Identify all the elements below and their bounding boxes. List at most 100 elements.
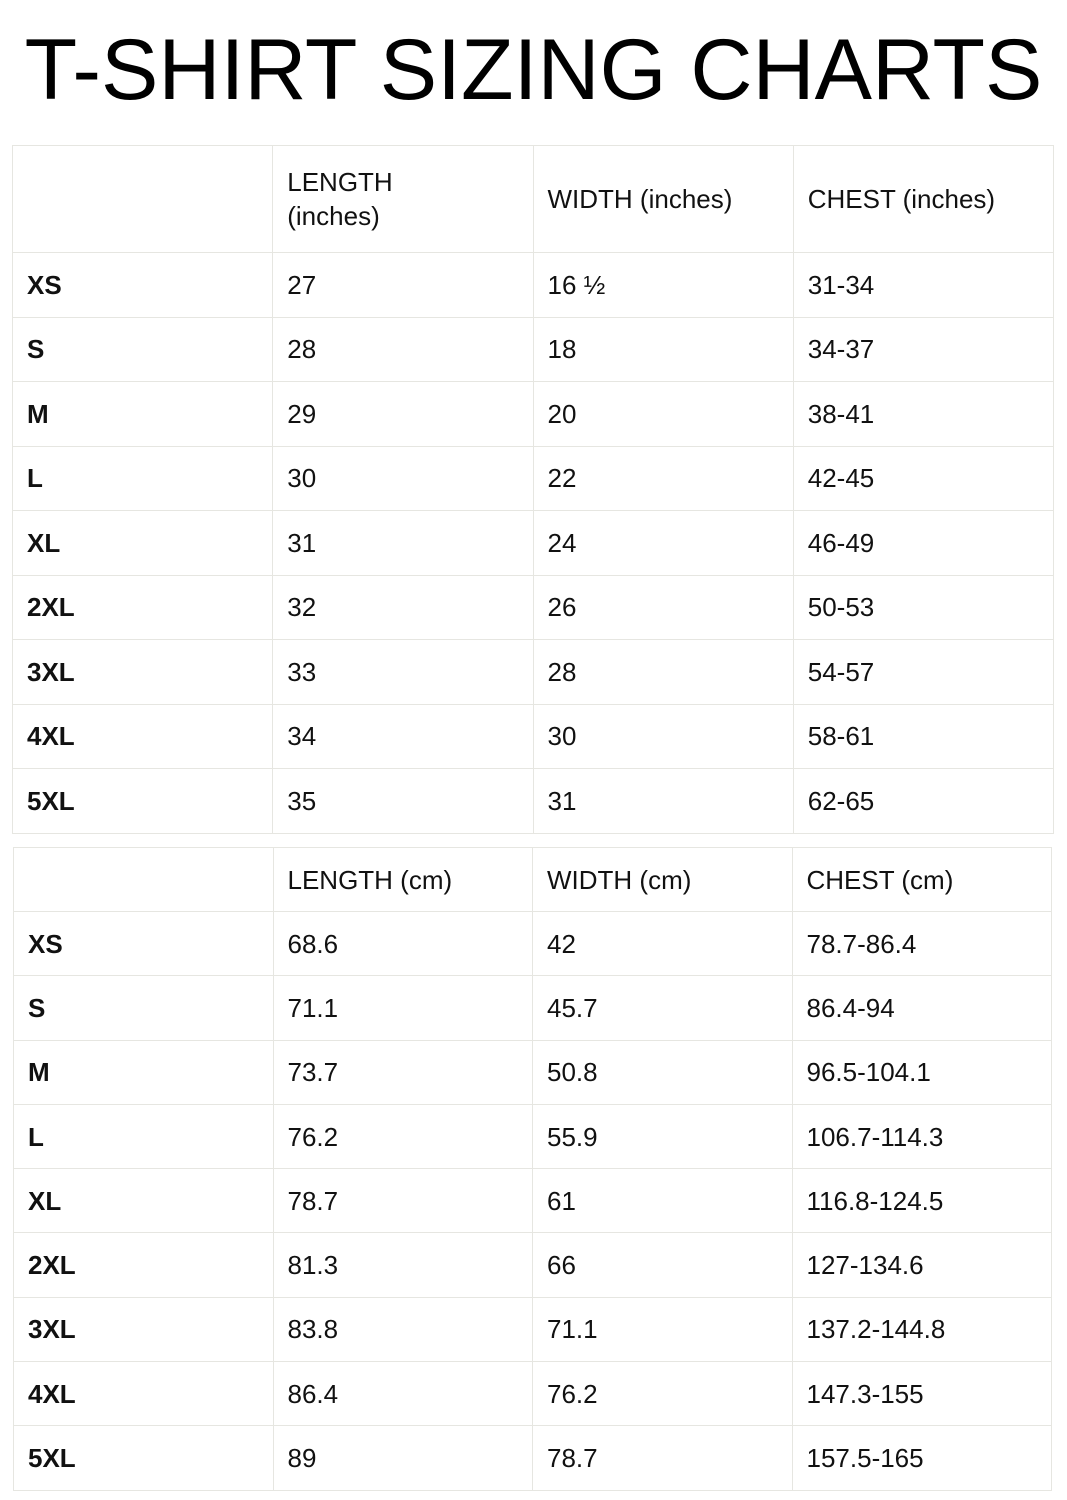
- table-cell: 71.1: [272, 975, 533, 1041]
- table-cell: 26: [532, 574, 794, 640]
- table-cell: 78.7: [532, 1425, 793, 1491]
- table-cell: 30: [272, 445, 534, 511]
- table-cell: 28: [272, 316, 534, 382]
- table-cell: 55.9: [532, 1103, 793, 1170]
- table-cell: 28: [532, 639, 794, 705]
- table-cell: 42: [532, 910, 793, 977]
- table-row: S 71.1 45.7 86.4-94: [13, 975, 1052, 1041]
- size-label: 3XL: [13, 1296, 274, 1363]
- table-cell: 73.7: [272, 1039, 533, 1105]
- table-cell: 31: [532, 768, 794, 834]
- size-label: L: [11, 445, 274, 511]
- table-row: XL 31 24 46-49: [11, 510, 1055, 576]
- table-cell: 116.8-124.5: [791, 1168, 1052, 1234]
- column-header: [11, 145, 274, 253]
- table-cell: 127-134.6: [791, 1232, 1052, 1298]
- table-cell: 31-34: [792, 252, 1055, 318]
- table-row: 2XL 32 26 50-53: [11, 574, 1055, 640]
- size-label: 5XL: [11, 768, 274, 834]
- table-cell: 20: [532, 381, 794, 447]
- table-cell: 38-41: [792, 381, 1055, 447]
- table-cell: 86.4: [272, 1361, 533, 1427]
- size-label: S: [11, 316, 274, 382]
- table-cell: 96.5-104.1: [791, 1039, 1052, 1105]
- table-cell: 86.4-94: [791, 975, 1052, 1041]
- table-cell: 50.8: [532, 1039, 793, 1105]
- size-label: XS: [13, 910, 274, 977]
- table-row: M 29 20 38-41: [11, 381, 1055, 447]
- table-cell: 34: [272, 703, 534, 769]
- table-row: 4XL 86.4 76.2 147.3-155: [13, 1361, 1052, 1427]
- table-row: L 30 22 42-45: [11, 445, 1055, 511]
- table-cell: 78.7: [272, 1168, 533, 1234]
- table-cell: 147.3-155: [791, 1361, 1052, 1427]
- size-label: M: [13, 1039, 274, 1105]
- table-cell: 29: [272, 381, 534, 447]
- table-cell: 157.5-165: [791, 1425, 1052, 1491]
- sizing-table-inches: LENGTH (inches) WIDTH (inches) CHEST (inch…: [11, 145, 1055, 834]
- table-row: 4XL 34 30 58-61: [11, 703, 1055, 769]
- table-cell: 106.7-114.3: [791, 1103, 1052, 1170]
- size-label: S: [13, 975, 274, 1041]
- table-cell: 42-45: [792, 445, 1055, 511]
- header-row: LENGTH (inches) WIDTH (inches) CHEST (inch…: [11, 145, 1055, 253]
- table-cell: 34-37: [792, 316, 1055, 382]
- column-header: CHEST (cm): [791, 847, 1052, 912]
- table-cell: 31: [272, 510, 534, 576]
- size-label: M: [11, 381, 274, 447]
- table-cell: 81.3: [272, 1232, 533, 1298]
- size-label: XL: [11, 510, 274, 576]
- sizing-table-cm: LENGTH (cm) WIDTH (cm) CHEST (cm) XS 68.6 42 7…: [13, 847, 1052, 1491]
- table-cell: 68.6: [272, 910, 533, 977]
- column-header: WIDTH (inches): [532, 145, 794, 253]
- table-cell: 66: [532, 1232, 793, 1298]
- table-cell: 89: [272, 1425, 533, 1491]
- table-cell: 137.2-144.8: [791, 1296, 1052, 1363]
- table-cell: 50-53: [792, 574, 1055, 640]
- size-label: 5XL: [13, 1425, 274, 1491]
- column-header: [13, 847, 274, 912]
- table-row: XS 27 16 ½ 31-34: [11, 252, 1055, 318]
- header-row: LENGTH (cm) WIDTH (cm) CHEST (cm): [13, 847, 1052, 912]
- column-header: LENGTH (cm): [272, 847, 533, 912]
- table-row: S 28 18 34-37: [11, 316, 1055, 382]
- table-cell: 45.7: [532, 975, 793, 1041]
- table-cell: 76.2: [532, 1361, 793, 1427]
- size-label: XS: [11, 252, 274, 318]
- table-cell: 32: [272, 574, 534, 640]
- table-cell: 46-49: [792, 510, 1055, 576]
- table-cell: 62-65: [792, 768, 1055, 834]
- table-row: 3XL 33 28 54-57: [11, 639, 1055, 705]
- table-row: XL 78.7 61 116.8-124.5: [13, 1168, 1052, 1234]
- table-cell: 22: [532, 445, 794, 511]
- table-row: 2XL 81.3 66 127-134.6: [13, 1232, 1052, 1298]
- column-header: WIDTH (cm): [532, 847, 793, 912]
- table-row: M 73.7 50.8 96.5-104.1: [13, 1039, 1052, 1105]
- page-title: T-SHIRT SIZING CHARTS: [24, 22, 1043, 118]
- size-label: 2XL: [11, 574, 274, 640]
- table-cell: 16 ½: [532, 252, 794, 318]
- size-label: XL: [13, 1168, 274, 1234]
- table-cell: 78.7-86.4: [791, 910, 1052, 977]
- size-label: 3XL: [11, 639, 274, 705]
- table-cell: 61: [532, 1168, 793, 1234]
- column-header: CHEST (inches): [792, 145, 1055, 253]
- size-label: L: [13, 1103, 274, 1170]
- table-row: 5XL 35 31 62-65: [11, 768, 1055, 834]
- table-row: XS 68.6 42 78.7-86.4: [13, 910, 1052, 977]
- table-cell: 83.8: [272, 1296, 533, 1363]
- table-row: L 76.2 55.9 106.7-114.3: [13, 1103, 1052, 1170]
- table-cell: 58-61: [792, 703, 1055, 769]
- table-row: 3XL 83.8 71.1 137.2-144.8: [13, 1296, 1052, 1363]
- table-cell: 71.1: [532, 1296, 793, 1363]
- table-cell: 54-57: [792, 639, 1055, 705]
- size-label: 4XL: [13, 1361, 274, 1427]
- table-cell: 76.2: [272, 1103, 533, 1170]
- table-cell: 24: [532, 510, 794, 576]
- table-cell: 35: [272, 768, 534, 834]
- size-label: 2XL: [13, 1232, 274, 1298]
- size-label: 4XL: [11, 703, 274, 769]
- table-cell: 18: [532, 316, 794, 382]
- table-cell: 33: [272, 639, 534, 705]
- table-row: 5XL 89 78.7 157.5-165: [13, 1425, 1052, 1491]
